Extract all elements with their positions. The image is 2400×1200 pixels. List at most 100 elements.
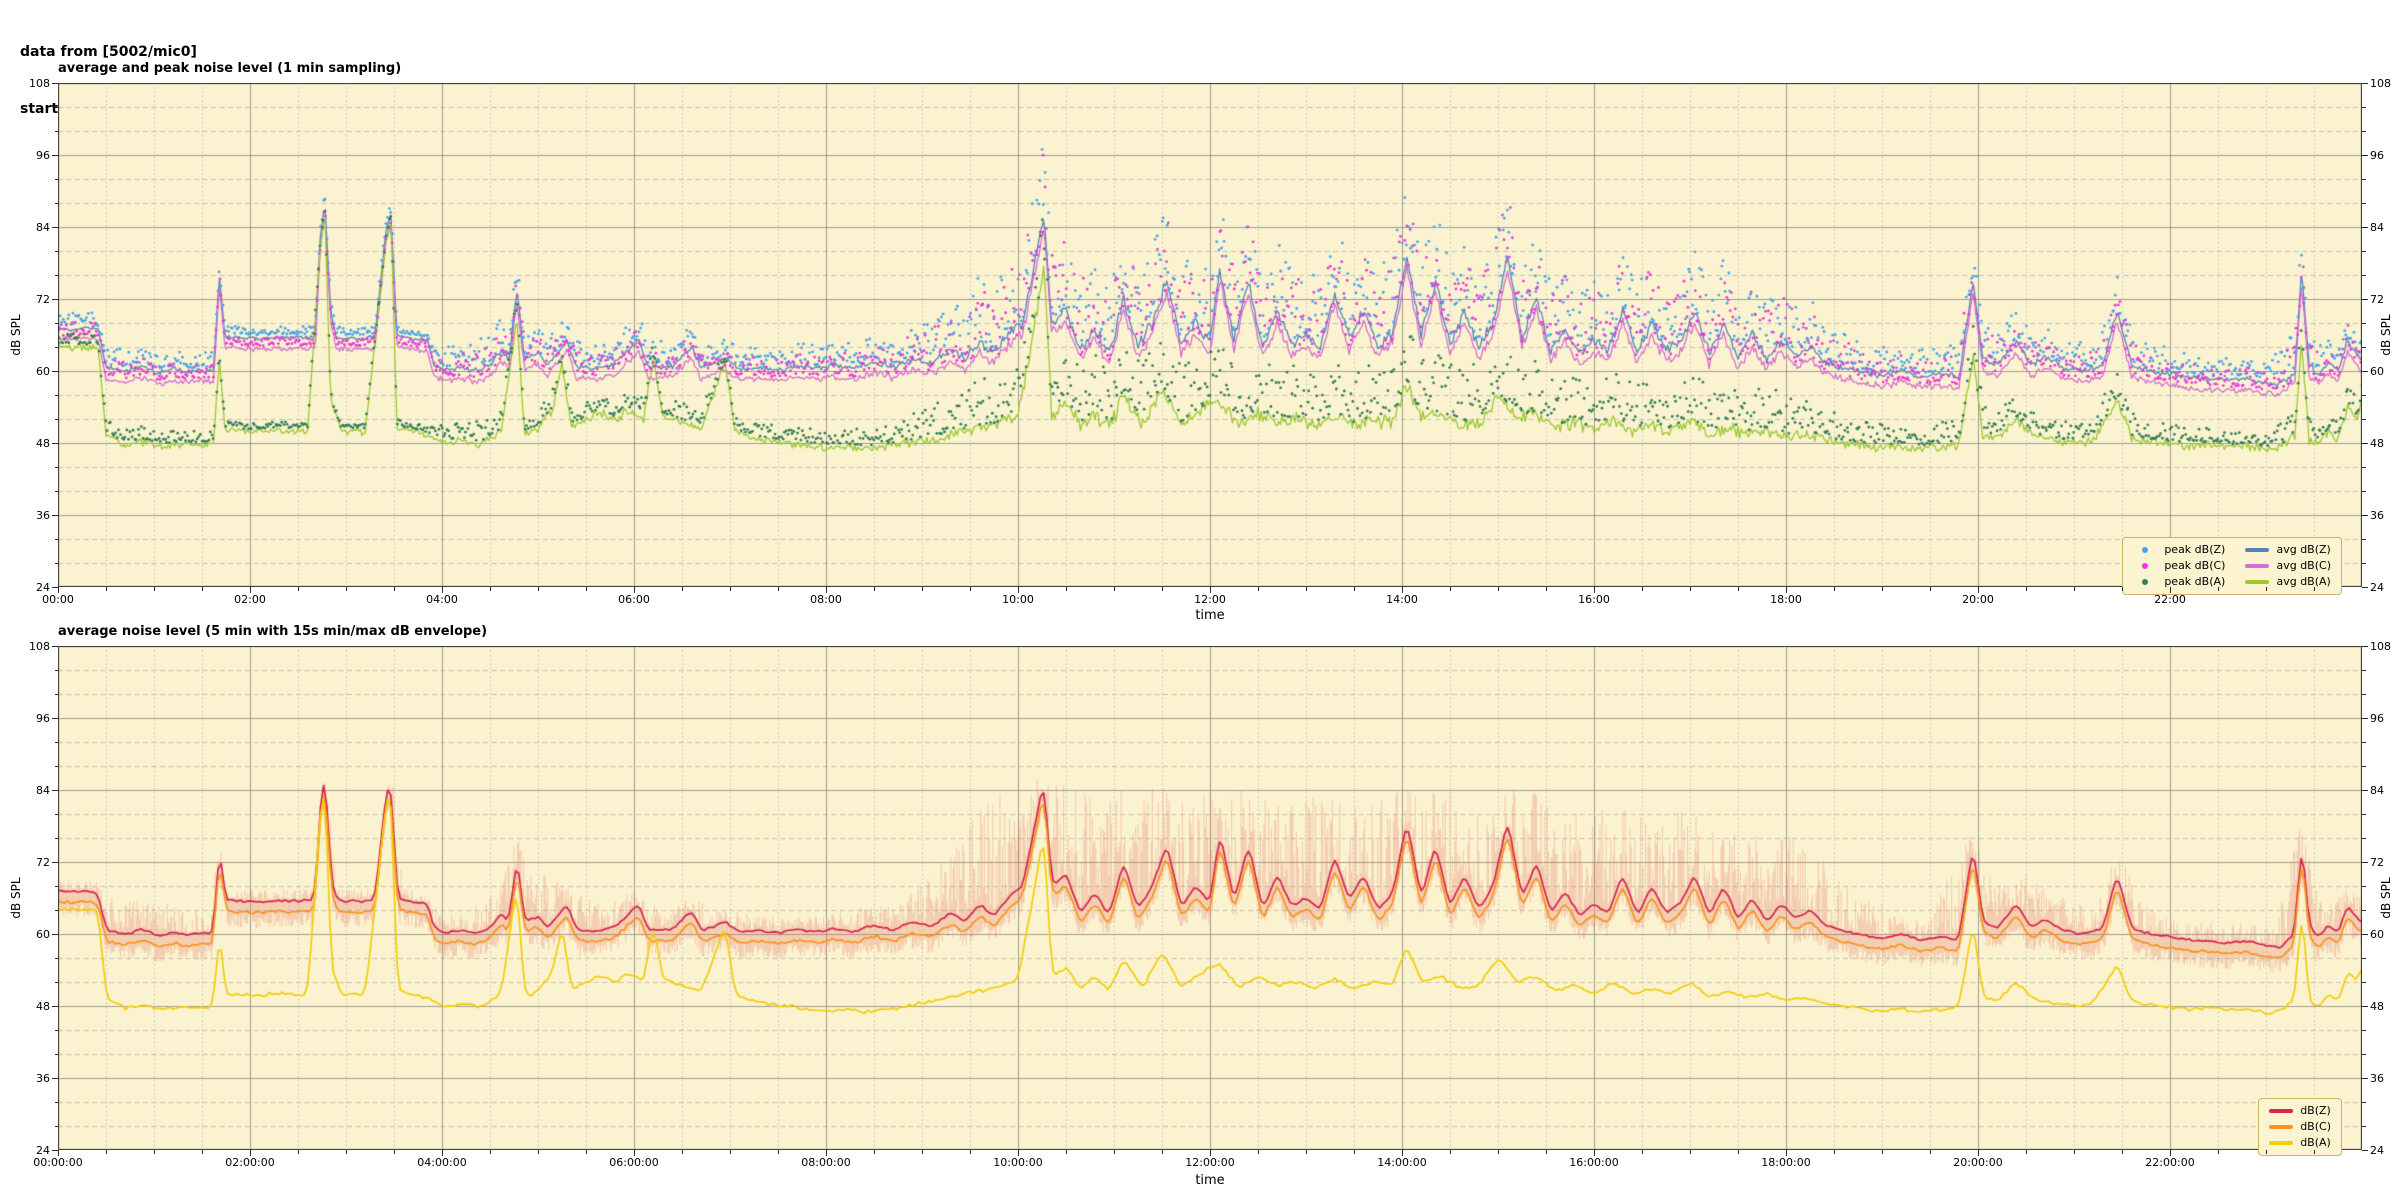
x-minor-tick-mark <box>969 587 971 591</box>
y-tick-label: 36 <box>36 508 50 522</box>
x-tick-label: 10:00:00 <box>993 1156 1043 1169</box>
x-minor-tick-mark <box>777 587 779 591</box>
chart2-plot-canvas <box>58 646 2362 1150</box>
x-tick-label: 04:00:00 <box>417 1156 467 1169</box>
y-tick-mark-right <box>2362 717 2368 719</box>
x-tick-label: 12:00:00 <box>1185 1156 1235 1169</box>
x-tick-mark <box>1017 1150 1019 1156</box>
x-tick-label: 08:00:00 <box>801 1156 851 1169</box>
y-minor-tick-mark <box>54 909 58 911</box>
x-tick-mark <box>1209 587 1211 593</box>
legend-item: dB(C) <box>2269 1120 2331 1134</box>
x-minor-tick-mark <box>153 587 155 591</box>
y-minor-tick-mark <box>54 981 58 983</box>
chart1-ylabel-left: dB SPL <box>9 314 23 356</box>
x-minor-tick-mark <box>1065 1150 1067 1154</box>
y-tick-mark <box>52 933 58 935</box>
x-minor-tick-mark <box>1353 1150 1355 1154</box>
y-minor-tick-mark <box>54 765 58 767</box>
legend-label: avg dB(C) <box>2276 559 2331 572</box>
x-minor-tick-mark <box>489 587 491 591</box>
y-tick-label: 84 <box>36 220 50 234</box>
y-minor-tick-mark-right <box>2362 130 2366 132</box>
x-tick-mark <box>1017 587 1019 593</box>
x-tick-label: 04:00 <box>426 593 458 606</box>
x-tick-label: 20:00 <box>1962 593 1994 606</box>
y-minor-tick-mark <box>54 885 58 887</box>
x-tick-mark <box>249 1150 251 1156</box>
legend-label: dB(C) <box>2300 1120 2331 1133</box>
y-minor-tick-mark <box>54 1101 58 1103</box>
x-minor-tick-mark <box>1497 587 1499 591</box>
x-minor-tick-mark <box>105 587 107 591</box>
legend-dot-marker <box>2142 579 2149 585</box>
y-minor-tick-mark <box>54 178 58 180</box>
x-minor-tick-mark <box>1737 1150 1739 1154</box>
x-tick-mark <box>1401 1150 1403 1156</box>
y-tick-mark-right <box>2362 1149 2368 1151</box>
x-tick-mark <box>825 1150 827 1156</box>
y-minor-tick-mark-right <box>2362 837 2366 839</box>
x-tick-mark <box>249 587 251 593</box>
x-minor-tick-mark <box>1641 587 1643 591</box>
y-minor-tick-mark-right <box>2362 1029 2366 1031</box>
x-minor-tick-mark <box>1689 587 1691 591</box>
y-minor-tick-mark-right <box>2362 981 2366 983</box>
y-tick-label: 48 <box>36 999 50 1013</box>
y-tick-mark-right <box>2362 645 2368 647</box>
y-tick-label-right: 108 <box>2370 76 2391 90</box>
x-minor-tick-mark <box>2265 587 2267 591</box>
x-minor-tick-mark <box>777 1150 779 1154</box>
y-minor-tick-mark-right <box>2362 669 2366 671</box>
x-tick-mark <box>57 587 59 593</box>
y-minor-tick-mark-right <box>2362 538 2366 540</box>
legend-line-marker <box>2245 564 2270 568</box>
x-minor-tick-mark <box>1113 1150 1115 1154</box>
y-minor-tick-mark-right <box>2362 418 2366 420</box>
x-tick-label: 06:00 <box>618 593 650 606</box>
x-minor-tick-mark <box>1929 587 1931 591</box>
x-tick-mark <box>57 1150 59 1156</box>
legend-label: avg dB(Z) <box>2276 543 2331 556</box>
chart1-ylabel-right: dB SPL <box>2379 314 2393 356</box>
chart2-ylabel-left: dB SPL <box>9 877 23 919</box>
y-tick-mark-right <box>2362 370 2368 372</box>
x-minor-tick-mark <box>681 1150 683 1154</box>
x-minor-tick-mark <box>1929 1150 1931 1154</box>
legend-label: peak dB(Z) <box>2164 543 2226 556</box>
y-minor-tick-mark <box>54 346 58 348</box>
x-minor-tick-mark <box>2073 587 2075 591</box>
y-tick-label-right: 96 <box>2370 711 2384 725</box>
x-minor-tick-mark <box>2121 587 2123 591</box>
x-tick-label: 20:00:00 <box>1953 1156 2003 1169</box>
x-minor-tick-mark <box>2313 1150 2315 1154</box>
y-minor-tick-mark <box>54 957 58 959</box>
y-minor-tick-mark <box>54 1125 58 1127</box>
legend-label: peak dB(A) <box>2164 575 2226 588</box>
y-minor-tick-mark-right <box>2362 250 2366 252</box>
x-minor-tick-mark <box>297 1150 299 1154</box>
x-minor-tick-mark <box>1161 1150 1163 1154</box>
x-minor-tick-mark <box>2121 1150 2123 1154</box>
x-tick-label: 00:00:00 <box>33 1156 83 1169</box>
x-tick-label: 22:00 <box>2154 593 2186 606</box>
y-tick-label-right: 84 <box>2370 220 2384 234</box>
x-tick-label: 18:00:00 <box>1761 1156 1811 1169</box>
legend-label: avg dB(A) <box>2276 575 2331 588</box>
y-tick-label-right: 72 <box>2370 292 2384 306</box>
x-tick-mark <box>2169 1150 2171 1156</box>
x-minor-tick-mark <box>345 1150 347 1154</box>
x-minor-tick-mark <box>1113 587 1115 591</box>
header-line-1: data from [5002/mic0] <box>20 44 197 60</box>
y-tick-mark <box>52 226 58 228</box>
legend-item: peak dB(C) <box>2133 559 2225 573</box>
y-minor-tick-mark <box>54 1029 58 1031</box>
y-tick-mark-right <box>2362 442 2368 444</box>
y-tick-mark <box>52 82 58 84</box>
y-minor-tick-mark <box>54 813 58 815</box>
x-minor-tick-mark <box>393 1150 395 1154</box>
x-minor-tick-mark <box>345 587 347 591</box>
legend-item: peak dB(Z) <box>2133 543 2225 557</box>
x-minor-tick-mark <box>1545 587 1547 591</box>
y-tick-mark-right <box>2362 1077 2368 1079</box>
